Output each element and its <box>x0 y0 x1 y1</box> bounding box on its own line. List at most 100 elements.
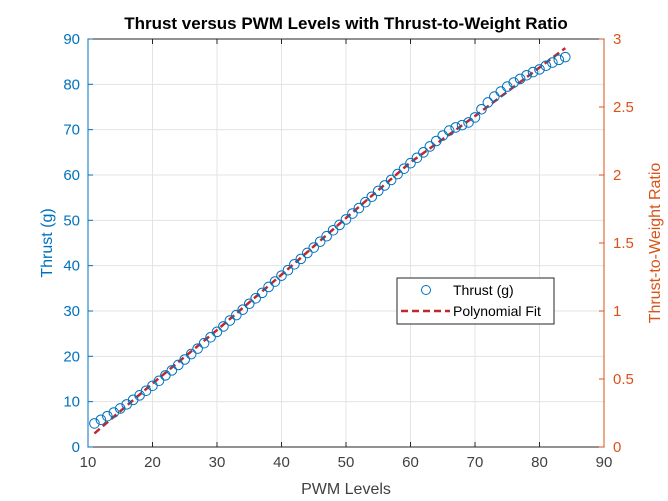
legend-label-thrust: Thrust (g) <box>453 282 514 298</box>
x-tick-label: 70 <box>467 454 484 471</box>
data-point <box>540 60 552 72</box>
y-tick-label: 10 <box>63 394 80 411</box>
data-point <box>218 321 229 332</box>
data-point <box>269 276 281 287</box>
data-point <box>392 168 403 180</box>
data-point <box>314 236 326 247</box>
data-point <box>482 97 494 108</box>
y-tick-label: 0 <box>72 439 80 456</box>
data-point <box>224 315 236 326</box>
data-point <box>379 180 391 191</box>
data-point <box>289 259 300 270</box>
data-point <box>372 185 384 197</box>
y-tick-label: 80 <box>63 76 80 93</box>
data-point <box>173 359 184 371</box>
data-point <box>405 157 416 169</box>
data-point <box>102 410 113 422</box>
x-tick-label: 20 <box>144 454 161 471</box>
data-point <box>418 147 429 158</box>
y-tick-label: 70 <box>63 122 80 139</box>
data-point <box>347 208 358 219</box>
x-tick-label: 60 <box>402 454 419 471</box>
fit-line-layer <box>93 47 567 435</box>
x-tick-label: 40 <box>273 454 290 471</box>
x-tick-label: 10 <box>80 454 97 471</box>
y-tick-label: 20 <box>63 348 80 365</box>
data-point <box>211 326 223 338</box>
grid <box>88 39 604 447</box>
data-point <box>308 242 320 253</box>
data-point <box>89 418 100 429</box>
y-tick-label: 40 <box>63 258 80 275</box>
data-point <box>231 309 242 321</box>
data-point <box>295 253 307 265</box>
data-point <box>514 73 526 85</box>
x-tick-label: 30 <box>209 454 226 471</box>
x-tick-label: 90 <box>596 454 613 471</box>
x-tick-label: 50 <box>338 454 355 471</box>
data-point <box>250 293 261 304</box>
data-point <box>521 69 532 81</box>
data-point <box>179 354 191 365</box>
data-point <box>166 365 178 376</box>
x-tick-label: 80 <box>531 454 548 471</box>
data-point <box>534 64 545 75</box>
data-point <box>205 331 216 343</box>
data-point <box>456 119 468 131</box>
y2-tick-label: 1 <box>613 303 621 320</box>
legend: Thrust (g) Polynomial Fit <box>396 277 555 325</box>
y2-axis-label: Thrust-to-Weight Ratio <box>647 163 664 324</box>
y2-tick-label: 2.5 <box>613 99 634 116</box>
data-point <box>469 112 481 123</box>
data-point <box>95 414 107 426</box>
data-point <box>476 103 487 115</box>
y-tick-label: 90 <box>63 31 80 48</box>
y2-tick-label: 2 <box>613 167 621 184</box>
axis-ticks: 10 20 30 40 50 60 70 80 90010203040506070809000.… <box>63 31 634 471</box>
data-point <box>560 51 571 63</box>
data-point <box>282 264 294 276</box>
data-point <box>192 343 203 354</box>
y-tick-label: 60 <box>63 167 80 184</box>
data-point <box>334 219 345 231</box>
data-point <box>276 270 287 281</box>
data-point <box>431 135 442 147</box>
data-point <box>321 230 332 242</box>
data-point <box>237 304 249 315</box>
fit-line <box>93 47 567 435</box>
data-point <box>198 337 210 349</box>
data-point <box>385 174 397 186</box>
data-point <box>243 298 255 310</box>
y2-tick-label: 0.5 <box>613 371 634 388</box>
legend-label-fit: Polynomial Fit <box>453 303 541 319</box>
data-point <box>153 375 165 387</box>
data-points <box>89 51 571 429</box>
y2-tick-label: 3 <box>613 31 621 48</box>
y-tick-label: 50 <box>63 212 80 229</box>
data-point <box>360 196 371 208</box>
data-point <box>547 57 558 68</box>
data-point <box>508 77 520 88</box>
data-point <box>527 66 539 78</box>
data-point <box>398 163 410 174</box>
data-point <box>302 247 313 259</box>
data-point <box>553 54 565 66</box>
data-point <box>450 122 461 133</box>
y2-tick-label: 0 <box>613 439 621 456</box>
x-axis-label: PWM Levels <box>301 481 391 498</box>
y-tick-label: 30 <box>63 303 80 320</box>
data-point <box>411 152 423 164</box>
data-point <box>424 141 436 152</box>
legend-marker-thrust <box>421 285 431 295</box>
y2-tick-label: 1.5 <box>613 235 634 252</box>
data-point <box>185 348 197 360</box>
legend-box <box>396 277 555 325</box>
data-point <box>256 287 268 299</box>
chart-title: Thrust versus PWM Levels with Thrust-to-… <box>124 14 568 33</box>
data-point <box>263 281 274 293</box>
data-point <box>366 191 378 203</box>
data-point <box>327 225 339 236</box>
y-axis-label: Thrust (g) <box>39 208 56 277</box>
